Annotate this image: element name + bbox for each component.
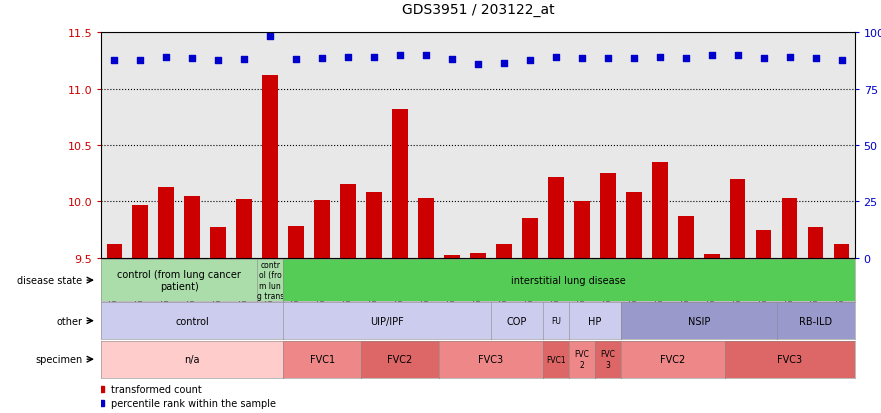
Bar [315, 201, 329, 258]
Text: FVC2: FVC2 [388, 354, 412, 364]
Text: FVC
2: FVC 2 [574, 350, 589, 369]
Text: FVC3: FVC3 [777, 354, 803, 364]
Point [678, 56, 692, 62]
Point [341, 55, 355, 61]
Point [730, 52, 744, 59]
Point [470, 61, 485, 68]
Text: FVC1: FVC1 [546, 355, 566, 364]
Point [367, 55, 381, 61]
Bar [340, 185, 356, 258]
Bar [184, 196, 200, 258]
Point [133, 58, 147, 64]
Bar [729, 179, 745, 258]
Text: FVC3: FVC3 [478, 354, 504, 364]
Bar [781, 199, 797, 258]
Text: specimen: specimen [35, 354, 82, 364]
Text: disease state: disease state [18, 275, 82, 285]
Bar [159, 187, 174, 258]
Bar [418, 199, 433, 258]
Point [159, 55, 174, 61]
Point [289, 57, 303, 63]
Bar [522, 219, 537, 258]
Bar [652, 162, 668, 258]
Point [834, 58, 848, 64]
Text: FVC2: FVC2 [660, 354, 685, 364]
Text: HP: HP [589, 316, 602, 326]
Point [574, 56, 589, 62]
Text: GDS3951 / 203122_at: GDS3951 / 203122_at [402, 2, 554, 17]
Point [237, 57, 251, 63]
Bar [211, 228, 226, 258]
Point [315, 56, 329, 62]
Point [653, 55, 667, 61]
Text: transformed count: transformed count [111, 384, 202, 394]
Point [211, 58, 226, 64]
Bar [236, 199, 252, 258]
Text: FU: FU [551, 316, 561, 325]
Bar [366, 193, 381, 258]
Bar [288, 227, 304, 258]
Point [445, 57, 459, 63]
Text: UIP/IPF: UIP/IPF [370, 316, 403, 326]
Bar [626, 193, 641, 258]
Text: RB-ILD: RB-ILD [799, 316, 833, 326]
Bar [444, 256, 460, 258]
Bar [548, 177, 564, 258]
Point [522, 58, 537, 64]
Point [185, 56, 199, 62]
Point [497, 60, 511, 67]
Text: NSIP: NSIP [687, 316, 710, 326]
Bar [263, 76, 278, 258]
Text: interstitial lung disease: interstitial lung disease [512, 275, 626, 285]
Text: control: control [175, 316, 209, 326]
Bar [600, 174, 616, 258]
Text: COP: COP [507, 316, 527, 326]
Text: contr
ol (fro
m lun
g trans: contr ol (fro m lun g trans [256, 260, 284, 301]
Text: percentile rank within the sample: percentile rank within the sample [111, 398, 276, 408]
Point [626, 56, 640, 62]
Bar [392, 109, 408, 258]
Point [263, 33, 278, 40]
Point [757, 56, 771, 62]
Text: control (from lung cancer
patient): control (from lung cancer patient) [117, 270, 241, 291]
Text: n/a: n/a [184, 354, 200, 364]
Bar [833, 244, 849, 258]
Bar [132, 205, 148, 258]
Text: FVC1: FVC1 [309, 354, 335, 364]
Bar [470, 254, 485, 258]
Bar [756, 230, 772, 258]
Point [601, 56, 615, 62]
Point [107, 58, 122, 64]
Bar [496, 244, 512, 258]
Bar [808, 228, 824, 258]
Point [549, 55, 563, 61]
Point [393, 52, 407, 59]
Bar [678, 216, 693, 258]
Point [782, 55, 796, 61]
Point [809, 56, 823, 62]
Bar [574, 202, 589, 258]
Text: FVC
3: FVC 3 [600, 350, 615, 369]
Point [419, 52, 433, 59]
Point [705, 52, 719, 59]
Text: other: other [56, 316, 82, 326]
Bar [107, 244, 122, 258]
Bar [704, 255, 720, 258]
